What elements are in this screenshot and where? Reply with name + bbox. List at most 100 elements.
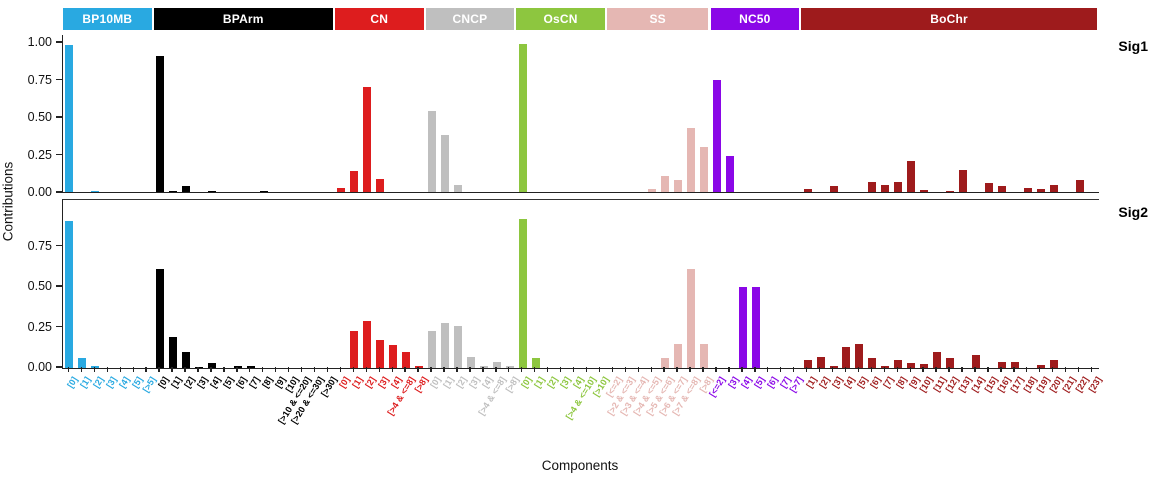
x-tick-label-text: [1]: [169, 375, 184, 390]
x-tick-label-text: [5]: [221, 375, 236, 390]
y-tick: [56, 325, 62, 328]
x-tick: [508, 367, 510, 372]
bar-Sig1-BPArm-8: [259, 190, 268, 192]
x-tick-label-text: [3]: [195, 375, 210, 390]
x-tick: [300, 367, 303, 372]
strip-label: SS: [649, 12, 666, 26]
x-tick: [365, 367, 368, 372]
x-tick: [184, 367, 186, 372]
x-tick: [585, 367, 588, 372]
bar-Sig1-BP10MB-2: [91, 190, 100, 192]
strip-label: BP10MB: [82, 12, 133, 26]
x-tick: [171, 367, 173, 372]
x-tick: [287, 367, 290, 372]
bar-Sig2-BoChr-13: [971, 355, 980, 368]
x-tick-label-text: [1]: [803, 375, 819, 390]
facet-panel-sig2: [62, 199, 1099, 369]
x-tick: [106, 367, 109, 372]
x-tick-label-text: [7]: [881, 375, 896, 390]
bar-Sig2-BoChr-8: [907, 363, 916, 368]
x-tick: [417, 367, 419, 372]
bar-Sig1-BP10MB-0: [65, 45, 74, 192]
bar-Sig1-BoChr-5: [868, 181, 877, 192]
bar-Sig2-CN-4: [389, 345, 398, 368]
x-tick: [145, 367, 147, 372]
bar-Sig2-BoChr-4: [855, 343, 864, 368]
strip-NC50: NC50: [710, 8, 800, 30]
x-tick: [831, 367, 834, 372]
x-tick-label-text: [0]: [518, 375, 534, 390]
strip-SS: SS: [606, 8, 709, 30]
x-tick: [197, 367, 199, 372]
y-tick-label: 0.25: [27, 319, 52, 334]
x-tick: [1013, 367, 1015, 372]
x-tick-label-text: [1]: [441, 375, 456, 390]
x-tick-label-text: [>8]: [412, 375, 430, 395]
bar-Sig2-CNCP-4: [479, 365, 488, 368]
strip-label: BoChr: [930, 12, 968, 26]
bar-Sig2-CNCP-2: [453, 325, 462, 368]
y-tick-label: 0.00: [27, 185, 52, 199]
bar-Sig1-BoChr-0: [803, 189, 812, 192]
bar-Sig1-BoChr-18: [1036, 189, 1045, 192]
x-tick-label-text: [23]: [1086, 375, 1103, 394]
x-tick: [792, 367, 795, 372]
x-tick-label-text: [0]: [337, 375, 352, 390]
x-tick-label-text: [2]: [454, 375, 469, 390]
strip-label: NC50: [739, 12, 771, 26]
x-tick-label-text: [8]: [259, 375, 275, 390]
x-tick: [223, 367, 225, 372]
bar-Sig1-CN-0: [337, 187, 346, 192]
x-tick-label-text: [7]: [246, 375, 262, 390]
bar-Sig1-BoChr-8: [907, 160, 916, 192]
x-tick: [818, 367, 821, 372]
x-tick: [1064, 367, 1067, 372]
x-tick-label-text: [>7]: [788, 375, 806, 395]
strip-label: BPArm: [222, 12, 264, 26]
y-tick-label: 0.75: [27, 72, 52, 87]
x-tick: [676, 367, 678, 372]
y-tick: [56, 41, 62, 43]
x-tick: [1051, 367, 1054, 372]
x-tick: [352, 367, 355, 372]
bar-Sig2-CN-2: [363, 321, 372, 368]
y-tick: [56, 153, 62, 156]
x-tick-label-text: [1]: [531, 375, 547, 390]
bar-Sig2-CNCP-0: [428, 330, 437, 368]
x-tick-label-text: [4]: [208, 375, 223, 390]
x-tick: [533, 367, 536, 372]
x-tick: [1026, 367, 1028, 372]
x-tick: [1090, 367, 1093, 372]
bar-Sig1-NC50-1: [725, 156, 734, 192]
bar-Sig2-BPArm-4: [207, 363, 216, 368]
x-tick: [378, 367, 380, 372]
x-axis-title: Components: [541, 458, 619, 473]
facet-label-sig2: Sig2: [1118, 204, 1148, 220]
bar-Sig2-BoChr-6: [881, 366, 890, 368]
strip-CN: CN: [334, 8, 424, 30]
y-tick-label: 0.75: [27, 238, 52, 253]
x-tick: [922, 367, 924, 372]
bar-Sig1-SS-3: [648, 189, 657, 192]
x-tick: [482, 367, 484, 372]
bar-Sig1-BoChr-9: [920, 189, 929, 192]
bar-Sig2-NC50-3: [751, 287, 760, 368]
bar-Sig2-CN-6: [415, 366, 424, 368]
x-tick: [767, 367, 769, 372]
bar-Sig2-SS-5: [674, 343, 683, 368]
bar-Sig2-CNCP-5: [492, 361, 501, 368]
y-tick-label: 0.25: [27, 147, 52, 162]
bar-Sig1-BPArm-1: [169, 190, 178, 192]
x-tick: [935, 367, 937, 372]
x-tick: [1000, 367, 1002, 372]
bar-Sig2-BoChr-16: [1010, 362, 1019, 368]
x-tick-label-text: [6]: [868, 375, 883, 390]
bar-Sig2-BoChr-7: [894, 359, 903, 368]
bar-Sig1-CNCP-1: [441, 135, 450, 192]
y-tick: [56, 366, 62, 368]
x-tick: [559, 367, 562, 372]
x-tick-label-text: [2]: [182, 375, 197, 390]
bar-Sig2-BPArm-1: [169, 337, 178, 368]
y-tick-label: 0.50: [27, 279, 52, 293]
bar-Sig2-CNCP-3: [466, 356, 475, 368]
